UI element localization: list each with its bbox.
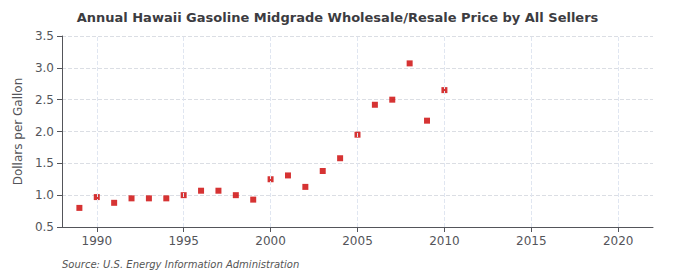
svg-text:2.0: 2.0 (35, 125, 54, 139)
svg-text:2015: 2015 (516, 234, 547, 248)
svg-text:3.5: 3.5 (35, 29, 54, 43)
svg-text:0.5: 0.5 (35, 220, 54, 234)
svg-text:Source: U.S. Energy Informatio: Source: U.S. Energy Information Administ… (62, 259, 299, 270)
svg-text:Annual Hawaii Gasoline Midgrad: Annual Hawaii Gasoline Midgrade Wholesal… (77, 10, 599, 25)
svg-text:2020: 2020 (603, 234, 634, 248)
svg-text:1.5: 1.5 (35, 156, 54, 170)
svg-text:2000: 2000 (255, 234, 286, 248)
svg-text:3.0: 3.0 (35, 61, 54, 75)
svg-text:1990: 1990 (81, 234, 112, 248)
svg-text:1995: 1995 (168, 234, 199, 248)
svg-text:2010: 2010 (429, 234, 460, 248)
svg-text:2005: 2005 (342, 234, 373, 248)
svg-text:1.0: 1.0 (35, 188, 54, 202)
svg-text:2.5: 2.5 (35, 93, 54, 107)
svg-text:Dollars per Gallon: Dollars per Gallon (11, 78, 25, 186)
